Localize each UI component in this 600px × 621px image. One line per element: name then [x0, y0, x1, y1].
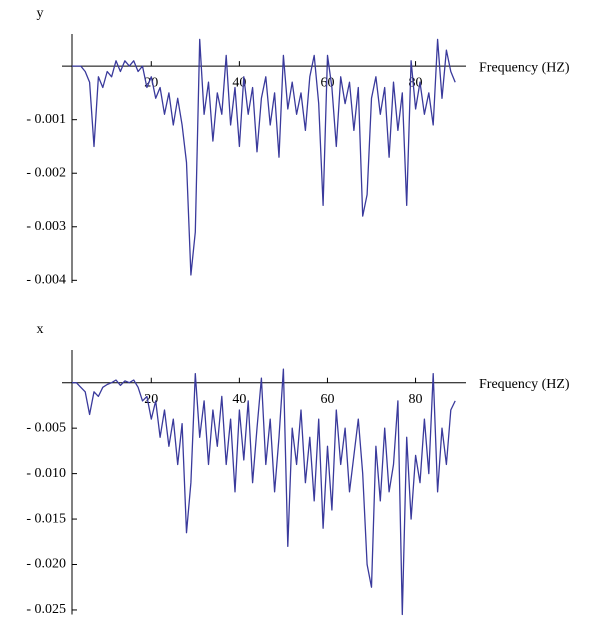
data-line	[72, 368, 456, 616]
x-tick-label: 80	[409, 392, 423, 407]
y-tick-label: - 0.002	[26, 165, 66, 180]
y-tick-label: - 0.025	[26, 602, 66, 617]
y-tick-label: - 0.004	[26, 273, 66, 288]
y-axis-label: y	[37, 6, 44, 21]
y-tick-label: - 0.005	[26, 420, 66, 435]
x-axis-label: Frequency (HZ)	[479, 377, 570, 392]
y-tick-label: - 0.003	[26, 219, 66, 234]
x-tick-label: 60	[320, 392, 334, 407]
x-tick-label: 40	[232, 392, 246, 407]
y-tick-label: - 0.015	[26, 511, 66, 526]
x-axis-label: Frequency (HZ)	[479, 60, 570, 75]
y-axis-label: x	[37, 322, 44, 337]
y-tick-label: - 0.001	[26, 112, 66, 127]
y-tick-label: - 0.020	[26, 557, 66, 572]
y-tick-label: - 0.010	[26, 466, 66, 481]
data-line	[72, 38, 456, 276]
